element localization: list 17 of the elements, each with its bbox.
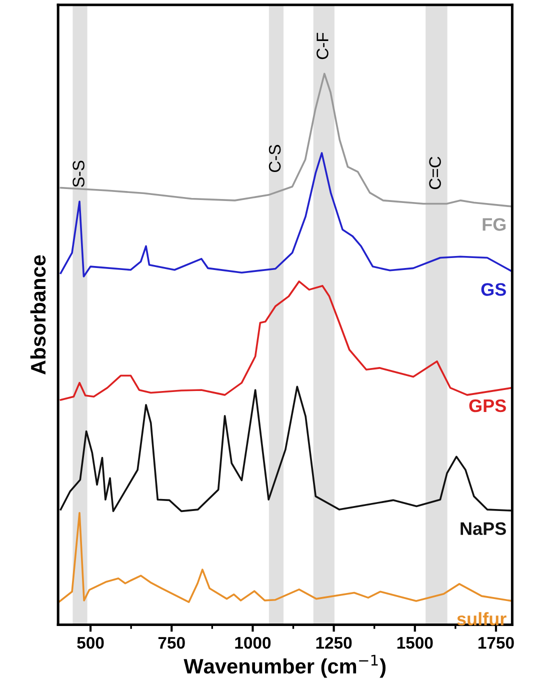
series-label: sulfur [457, 612, 506, 626]
series-label: GS [481, 283, 506, 296]
x-tick-label: 750 [158, 636, 185, 649]
x-axis-title: Wavenumber (cm$^{−1}$) [184, 654, 386, 678]
band-label: C=C [429, 156, 441, 190]
y-axis-title: Absorbance [30, 255, 46, 374]
x-tick-label: 1000 [235, 636, 271, 649]
series-label: FG [482, 218, 506, 231]
x-tick-label: 500 [77, 636, 104, 649]
x-tick-label: 1750 [478, 636, 514, 649]
series-label: GPS [469, 399, 506, 412]
x-tick-label: 1500 [397, 636, 433, 649]
band-label: C-F [316, 32, 328, 60]
band-label: C-S [268, 144, 281, 172]
band-label: S-S [72, 160, 84, 187]
series-label: NaPS [460, 522, 506, 536]
x-tick-label: 1250 [316, 636, 352, 649]
